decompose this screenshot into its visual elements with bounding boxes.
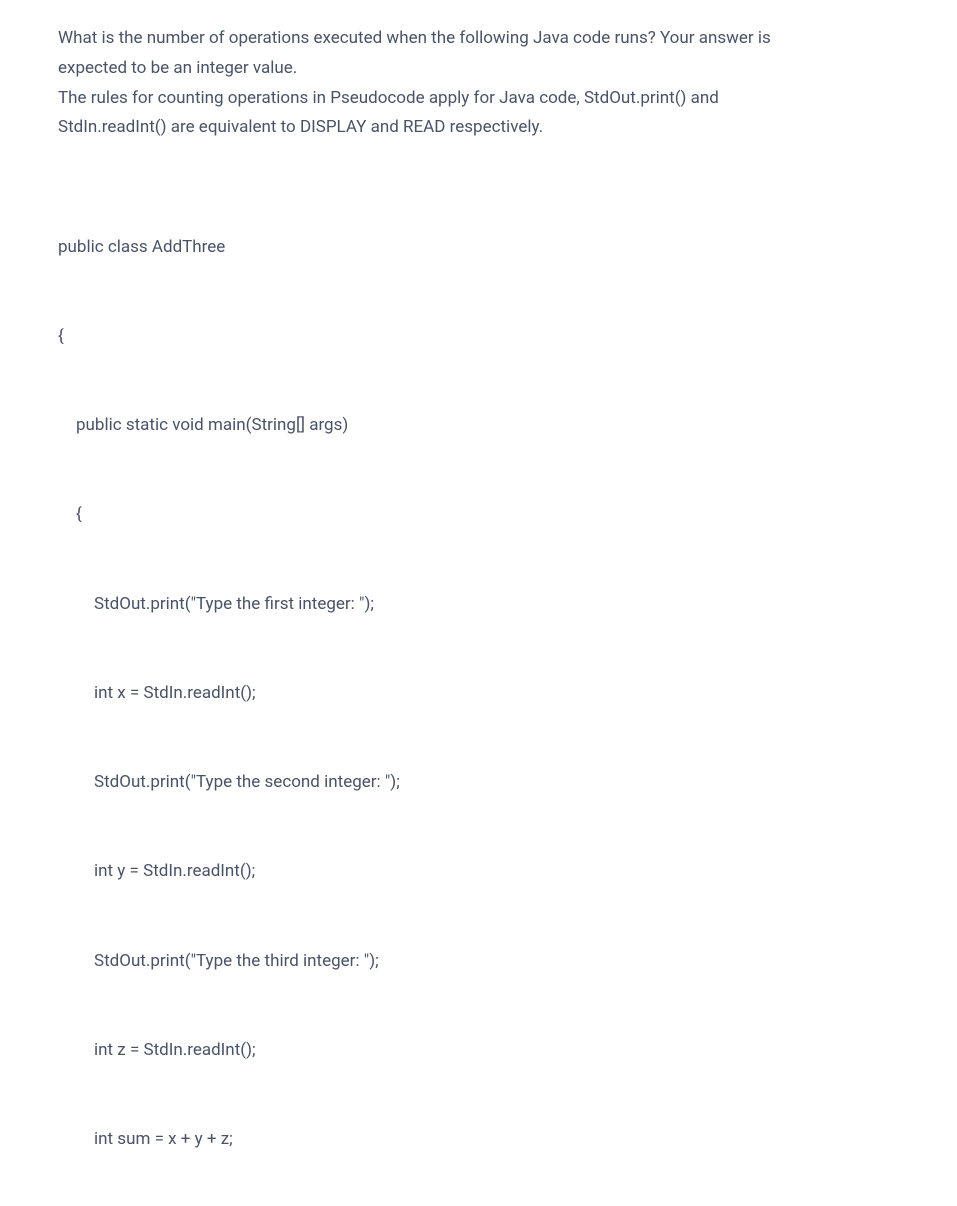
code-line-5: StdOut.print("Type the first integer: ")… — [58, 590, 899, 620]
code-line-11: int sum = x + y + z; — [58, 1125, 899, 1155]
code-block: public class AddThree { public static vo… — [58, 173, 899, 1206]
code-line-8: int y = StdIn.readInt(); — [58, 857, 899, 887]
code-line-6: int x = StdIn.readInt(); — [58, 679, 899, 709]
code-line-3: public static void main(String[] args) — [58, 411, 899, 441]
question-p1-l1: What is the number of operations execute… — [58, 28, 771, 48]
code-line-10: int z = StdIn.readInt(); — [58, 1036, 899, 1066]
code-line-9: StdOut.print("Type the third integer: ")… — [58, 947, 899, 977]
code-line-4: { — [58, 500, 899, 530]
question-text: What is the number of operations execute… — [58, 24, 899, 143]
code-line-2: { — [58, 322, 899, 352]
question-p1-l2: expected to be an integer value. — [58, 58, 297, 78]
question-p2-l1: The rules for counting operations in Pse… — [58, 88, 719, 108]
question-p2-l2: StdIn.readInt() are equivalent to DISPLA… — [58, 117, 543, 137]
code-line-7: StdOut.print("Type the second integer: "… — [58, 768, 899, 798]
code-line-1: public class AddThree — [58, 233, 899, 263]
